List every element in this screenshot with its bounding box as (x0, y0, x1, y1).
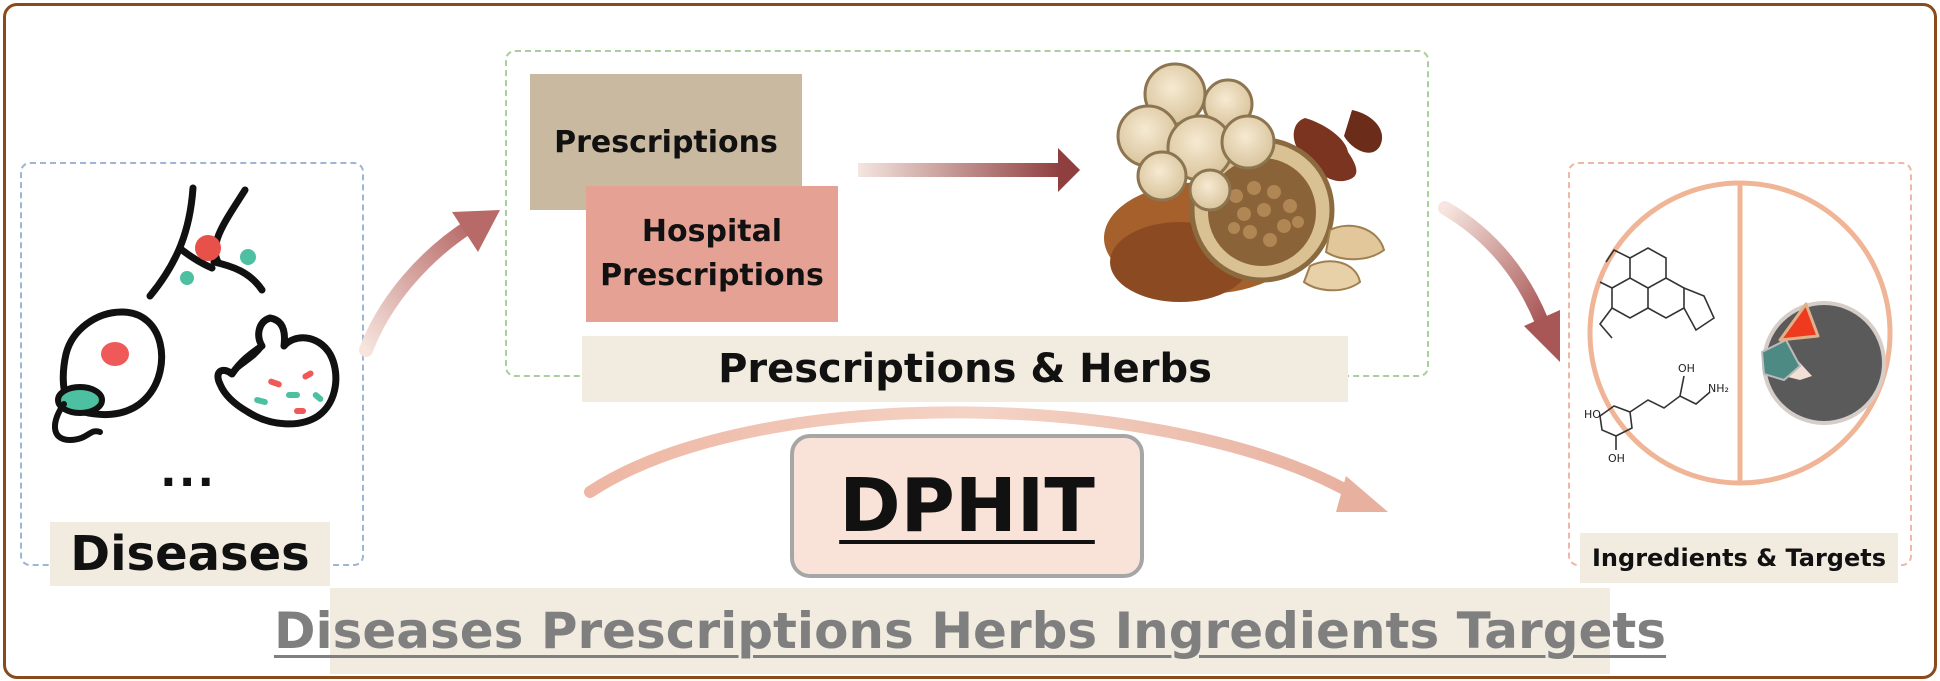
svg-text:HO: HO (1584, 408, 1601, 421)
stomach-icon (214, 314, 340, 428)
dphit-full-name: Diseases Prescriptions Herbs Ingredients… (274, 588, 1666, 674)
svg-text:OH: OH (1608, 452, 1625, 465)
molecule-structure (1598, 247, 1716, 450)
dphit-flow-arc (584, 406, 1388, 512)
dphit-title: DPHIT (790, 434, 1144, 578)
hospital-line: Hospital (641, 214, 783, 249)
cell-teal-dot (240, 249, 256, 265)
target-protein (1760, 301, 1886, 425)
diseases-label: Diseases (50, 522, 330, 586)
molecule-labels: OH NH₂ HO OH (1584, 362, 1729, 465)
svg-text:NH₂: NH₂ (1708, 382, 1729, 395)
prescriptions-line: Prescriptions (600, 258, 824, 293)
more-diseases-ellipsis: ... (160, 446, 217, 497)
prescriptions-herbs-label: Prescriptions & Herbs (582, 336, 1348, 402)
ingredients-targets-label: Ingredients & Targets (1580, 533, 1898, 583)
lung-icon (52, 308, 165, 444)
arrow-prescriptions-to-herbs (858, 148, 1080, 192)
svg-text:OH: OH (1678, 362, 1695, 375)
hospital-prescriptions-box: Hospital Prescriptions (586, 186, 838, 322)
cell-teal-dot (180, 271, 194, 285)
arrow-diseases-to-prescriptions (359, 210, 500, 357)
herbs-illustration (1104, 62, 1386, 302)
virus-red-dot (195, 235, 221, 261)
arrow-herbs-to-ingredients (1438, 201, 1560, 362)
